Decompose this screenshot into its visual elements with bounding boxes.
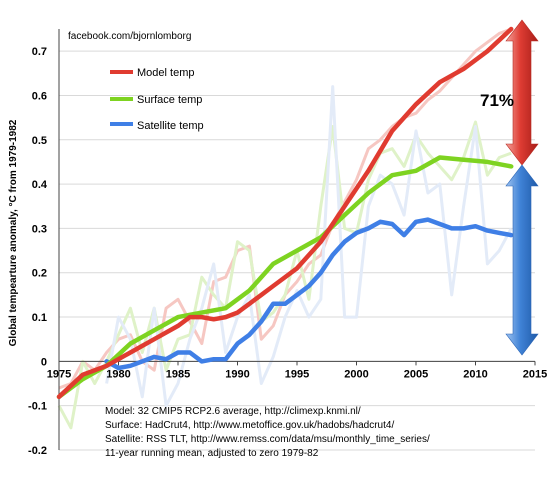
y-tick-label: -0.1 [28,401,47,413]
gap-arrows [505,19,539,356]
y-tick-label: 0 [41,356,47,368]
x-tick-label: 1990 [225,368,249,380]
legend-label-model: Model temp [137,67,194,79]
y-tick-label: 0.3 [32,223,47,235]
y-tick-label: 0.7 [32,46,47,58]
y-axis-label: Global tempearture anomaly, °C from 1979… [8,119,19,346]
note-running-mean: 11-year running mean, adjusted to zero 1… [105,448,319,459]
x-tick-label: 2015 [523,368,547,380]
legend-label-surface: Surface temp [137,94,202,106]
y-tick-label: 0.2 [32,268,47,280]
x-tick-label: 1980 [106,368,130,380]
y-tick-label: -0.2 [28,445,47,457]
x-tick-label: 1985 [166,368,190,380]
running-mean-series [56,26,514,400]
y-tick-labels: -0.2 -0.1 0 0.1 0.2 0.3 0.4 0.5 0.6 0.7 [28,46,48,457]
gap-percentage-label: 71% [480,91,514,110]
y-tick-label: 0.1 [32,312,47,324]
legend: Model temp Surface temp Satellite temp [110,67,204,132]
y-tick-label: 0.5 [32,135,47,147]
x-tick-label: 2000 [344,368,368,380]
note-satellite: Satellite: RSS TLT, http://www.remss.com… [105,434,430,445]
axes [58,29,536,450]
note-model: Model: 32 CMIP5 RCP2.6 average, http://c… [105,406,361,417]
x-tick-label: 2005 [404,368,428,380]
note-surface: Surface: HadCrut4, http://www.metoffice.… [105,420,394,431]
surface-temp-line [56,155,514,400]
x-tick-label: 1995 [285,368,309,380]
blue-double-arrow [505,164,539,356]
legend-label-satellite: Satellite temp [137,120,204,132]
x-tick-label: 2010 [463,368,487,380]
y-tick-label: 0.4 [32,179,48,191]
x-tick-label: 1975 [47,368,71,380]
y-tick-label: 0.6 [32,90,47,102]
source-note: facebook.com/bjornlomborg [68,31,191,42]
model-temp-line [56,26,514,400]
satellite-annual-line [105,85,513,408]
x-tick-labels: 1975 1980 1985 1990 1995 2000 2005 2010 2015 [47,368,547,380]
satellite-temp-line [104,217,514,371]
data-notes: Model: 32 CMIP5 RCP2.6 average, http://c… [105,406,430,459]
